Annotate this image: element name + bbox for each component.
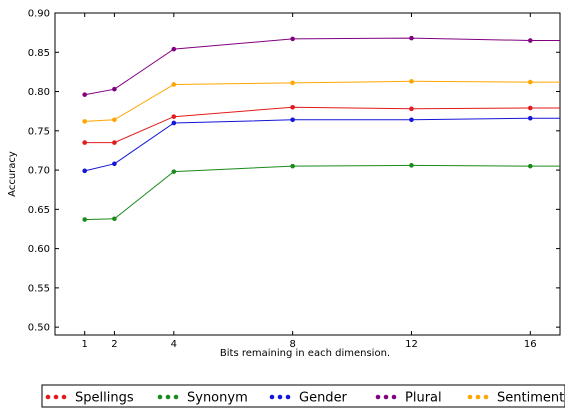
legend-item-sentiment: Sentiment <box>467 391 564 406</box>
data-point <box>290 163 295 169</box>
legend-marker <box>475 394 481 400</box>
data-point <box>82 140 88 145</box>
series-line <box>84 106 560 144</box>
data-point <box>290 117 295 123</box>
series-line <box>84 80 560 122</box>
data-point <box>112 117 117 123</box>
y-axis-title: Accuracy <box>7 151 18 197</box>
y-tick-label: 0.50 <box>28 323 50 334</box>
data-point <box>112 216 117 222</box>
data-point <box>409 117 414 123</box>
legend-marker <box>285 394 291 400</box>
y-axis: 0.50 0.55 0.60 0.65 0.70 0.75 0.80 0.85 0.90 <box>28 9 560 334</box>
data-point <box>290 80 295 86</box>
series-line <box>84 164 560 221</box>
data-point <box>409 106 414 112</box>
legend-marker <box>173 394 179 400</box>
legend-marker <box>157 394 163 400</box>
legend-marker <box>375 394 381 400</box>
data-point <box>409 163 414 168</box>
series-synonym <box>82 163 560 222</box>
legend-item-gender: Gender <box>269 391 348 406</box>
data-point <box>82 92 88 97</box>
data-point <box>171 120 177 126</box>
data-point <box>82 168 88 174</box>
data-point <box>527 79 533 85</box>
plot-area <box>54 12 561 336</box>
data-point <box>112 161 117 167</box>
series-line <box>84 117 560 172</box>
x-axis-title: Bits remaining in each dimension. <box>220 348 390 359</box>
y-tick-label: 0.90 <box>28 9 50 20</box>
x-axis: 1 2 4 8 12 16 <box>82 13 537 350</box>
y-tick-label: 0.60 <box>28 244 50 255</box>
legend-label: Sentiment <box>497 391 564 406</box>
series-line <box>84 37 560 96</box>
y-tick-label: 0.55 <box>28 283 50 294</box>
legend-label: Plural <box>405 391 442 406</box>
data-point <box>527 163 533 169</box>
data-point <box>290 36 295 42</box>
y-tick-label: 0.65 <box>28 205 50 216</box>
legend-marker <box>269 394 275 400</box>
x-tick-label: 16 <box>524 339 537 350</box>
data-point <box>527 38 533 43</box>
legend-label: Synonym <box>187 391 248 406</box>
series-plural <box>82 35 560 97</box>
y-tick-label: 0.70 <box>28 166 50 177</box>
legend: Spellings Synonym Gender Plural Sentiment <box>41 384 565 408</box>
data-point <box>82 217 88 222</box>
legend-marker <box>391 394 397 400</box>
data-point <box>171 169 177 174</box>
data-point <box>527 115 533 121</box>
data-point <box>112 140 117 145</box>
plot-frame <box>54 12 561 336</box>
legend-frame <box>41 384 565 408</box>
legend-label: Gender <box>299 391 348 406</box>
legend-label: Spellings <box>75 391 134 406</box>
legend-marker <box>383 394 389 400</box>
y-tick-label: 0.85 <box>28 48 50 59</box>
x-tick-label: 8 <box>289 339 295 350</box>
data-point <box>409 35 414 41</box>
x-tick-label: 4 <box>171 339 177 350</box>
legend-marker <box>277 394 283 400</box>
x-tick-label: 2 <box>111 339 117 350</box>
legend-marker <box>165 394 171 400</box>
y-tick-label: 0.75 <box>28 126 50 137</box>
data-point <box>171 46 177 52</box>
series-layer <box>82 35 560 222</box>
legend-marker <box>467 394 473 400</box>
data-point <box>409 79 414 84</box>
data-point <box>527 105 533 111</box>
data-point <box>82 119 88 124</box>
legend-item-synonym: Synonym <box>157 391 248 406</box>
data-point <box>112 86 117 92</box>
x-tick-label: 1 <box>82 339 88 350</box>
legend-marker <box>53 394 59 400</box>
series-sentiment <box>82 79 560 124</box>
data-point <box>171 82 177 87</box>
series-spellings <box>82 104 560 145</box>
y-tick-label: 0.80 <box>28 87 50 98</box>
series-gender <box>82 115 560 174</box>
legend-item-spellings: Spellings <box>45 391 134 406</box>
x-tick-label: 12 <box>405 339 418 350</box>
legend-marker <box>483 394 489 400</box>
legend-marker <box>45 394 51 400</box>
data-point <box>290 104 295 110</box>
data-point <box>171 114 177 119</box>
legend-item-plural: Plural <box>375 391 442 406</box>
legend-marker <box>61 394 67 400</box>
